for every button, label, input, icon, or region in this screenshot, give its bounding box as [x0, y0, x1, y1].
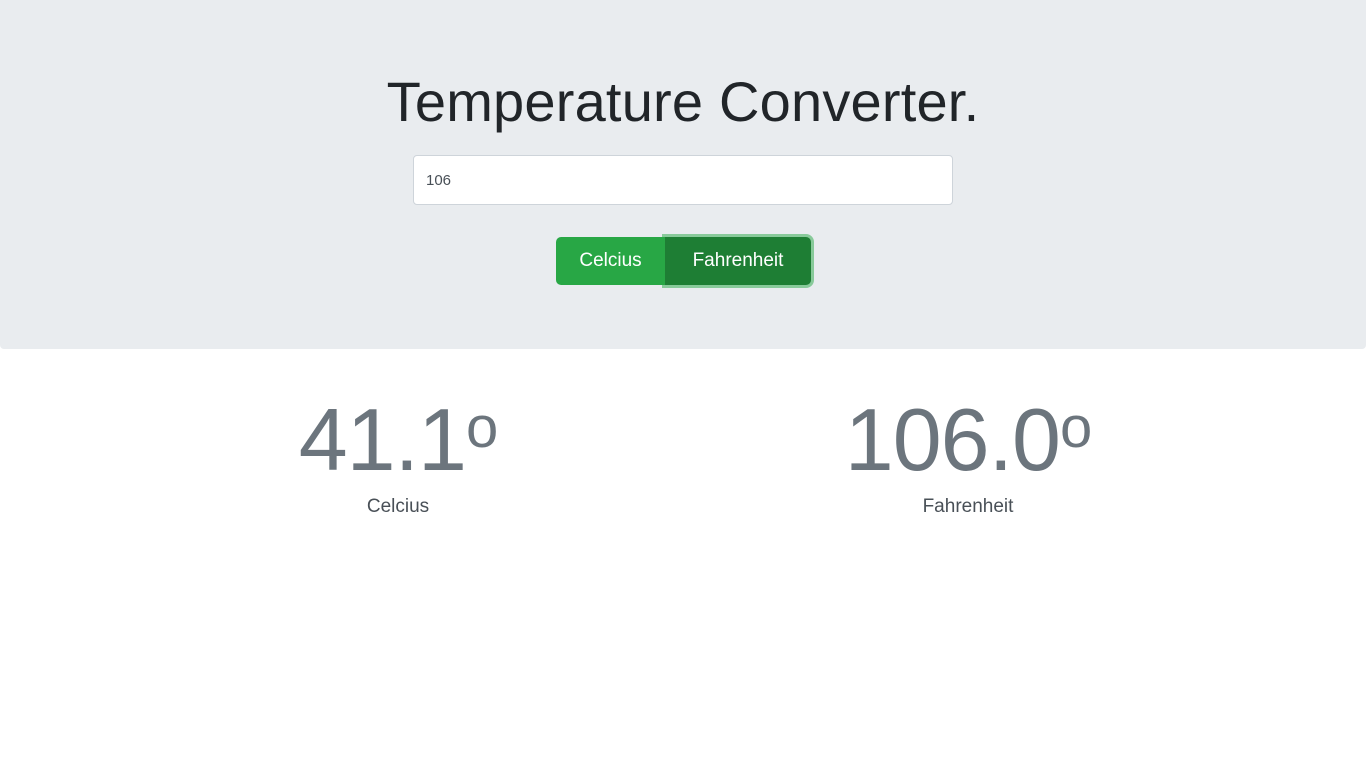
unit-button-group: Celcius Fahrenheit	[556, 237, 811, 285]
jumbotron-header: Temperature Converter. Celcius Fahrenhei…	[0, 0, 1366, 349]
fahrenheit-button[interactable]: Fahrenheit	[665, 237, 811, 285]
celcius-result: 41.1o Celcius	[113, 388, 683, 518]
fahrenheit-result: 106.0o Fahrenheit	[683, 388, 1253, 518]
fahrenheit-label: Fahrenheit	[922, 496, 1014, 517]
temperature-input[interactable]	[413, 155, 953, 205]
degree-symbol: o	[1059, 395, 1092, 460]
celcius-button[interactable]: Celcius	[556, 237, 665, 285]
page-title: Temperature Converter.	[386, 70, 980, 133]
degree-symbol: o	[466, 395, 498, 460]
fahrenheit-value-display: 106.0o	[683, 388, 1253, 492]
celcius-value-display: 41.1o	[113, 388, 683, 492]
celcius-label: Celcius	[366, 496, 430, 517]
fahrenheit-value: 106.0	[844, 390, 1061, 489]
celcius-value: 41.1	[298, 390, 467, 489]
